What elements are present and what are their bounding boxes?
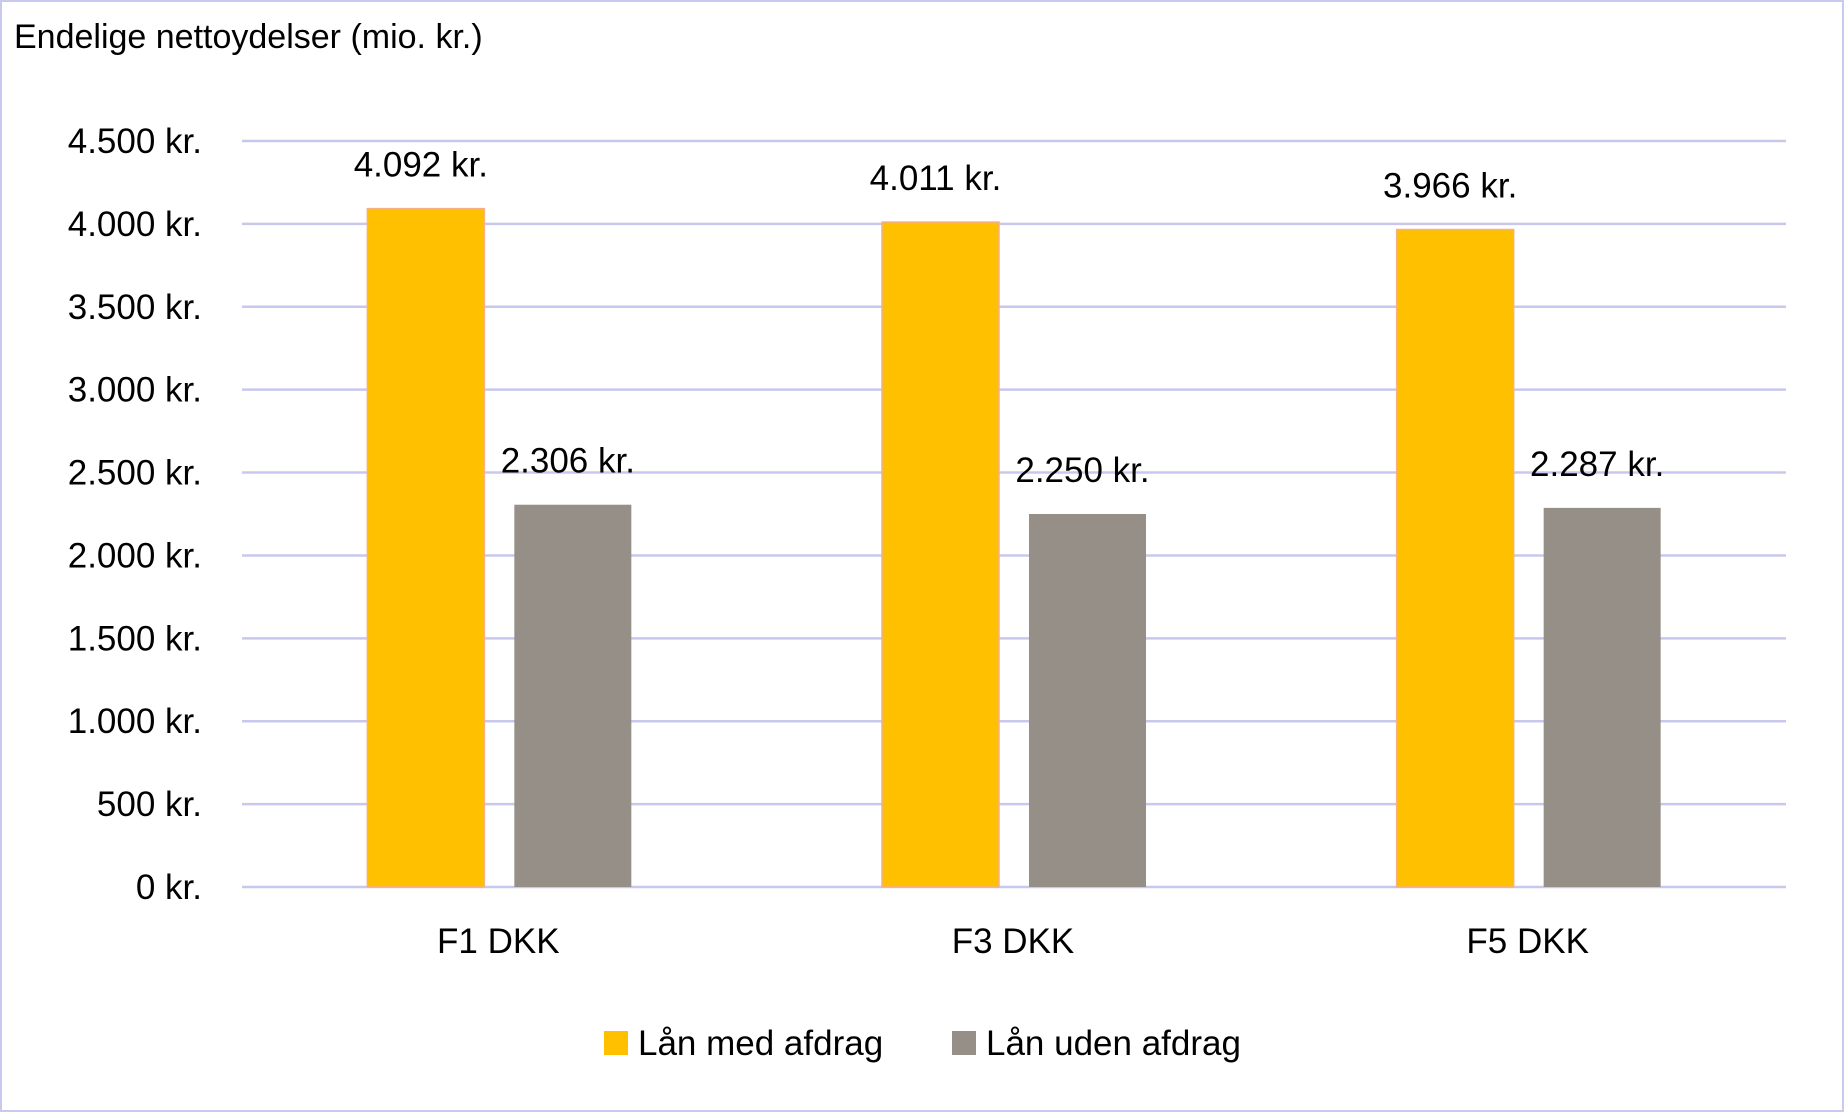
y-tick-label: 3.500 kr. [68,288,202,327]
bars [366,207,1661,888]
y-tick-label: 1.500 kr. [68,619,202,658]
bar-laan-med-afdrag-2 [881,221,1000,888]
data-label: 3.966 kr. [1383,167,1517,206]
x-axis-category-labels: F1 DKK F3 DKK F5 DKK [437,922,1589,961]
legend-label: Lån med afdrag [638,1024,883,1063]
data-labels: 4.092 kr. 2.306 kr. 4.011 kr. 2.250 kr. 3.96… [354,146,1665,490]
y-tick-label: 500 kr. [97,785,202,824]
y-tick-label: 0 kr. [136,868,202,907]
data-label: 2.287 kr. [1530,445,1664,484]
data-label: 4.011 kr. [870,159,1002,198]
legend-label: Lån uden afdrag [986,1024,1241,1063]
x-category-label: F3 DKK [952,922,1075,961]
x-category-label: F5 DKK [1466,922,1589,961]
bar-laan-uden-afdrag-2 [1029,514,1146,887]
gridlines [242,139,1786,889]
data-label: 2.250 kr. [1015,451,1149,490]
data-label: 4.092 kr. [354,146,488,185]
legend-swatch [952,1031,976,1055]
y-tick-label: 3.000 kr. [68,371,202,410]
legend: Lån med afdrag Lån uden afdrag [604,1024,1241,1063]
y-axis-tick-labels: 0 kr. 500 kr. 1.000 kr. 1.500 kr. 2.000 kr. 2… [68,122,202,907]
bar-laan-med-afdrag-3 [1395,228,1515,888]
data-label: 2.306 kr. [501,442,635,481]
x-category-label: F1 DKK [437,922,560,961]
y-tick-label: 4.500 kr. [68,122,202,161]
y-tick-label: 2.500 kr. [68,454,202,493]
y-tick-label: 1.000 kr. [68,702,202,741]
bar-laan-med-afdrag-1 [366,207,486,888]
y-tick-label: 4.000 kr. [68,205,202,244]
legend-swatch [604,1031,628,1055]
bar-laan-uden-afdrag-1 [514,504,632,887]
bar-laan-uden-afdrag-3 [1543,507,1661,887]
y-tick-label: 2.000 kr. [68,536,202,575]
chart-title: Endelige nettoydelser (mio. kr.) [14,18,483,56]
